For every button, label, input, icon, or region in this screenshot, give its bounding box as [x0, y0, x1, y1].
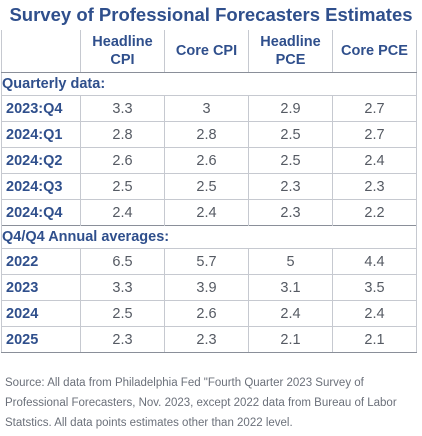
- table-cell: 2.5: [248, 121, 333, 148]
- row-label: 2025: [1, 326, 81, 353]
- table-cell: 3.5: [332, 274, 417, 301]
- row-label: 2023:Q4: [1, 95, 81, 122]
- column-header-line2: CPI: [110, 52, 135, 68]
- table-cell: 2.3: [164, 326, 249, 353]
- table-cell: 2.3: [248, 173, 333, 200]
- table-cell: 3.3: [80, 274, 165, 301]
- row-label: 2024:Q1: [1, 121, 81, 148]
- table-cell: 3.1: [248, 274, 333, 301]
- table-row: 2024:Q1 2.8 2.8 2.5 2.7: [1, 121, 417, 148]
- row-label: 2023: [1, 274, 81, 301]
- row-label: 2024:Q3: [1, 173, 81, 200]
- table-cell: 2.5: [80, 300, 165, 327]
- column-header-headline-pce: Headline PCE: [248, 30, 333, 73]
- table-cell: 2.9: [248, 95, 333, 122]
- column-header-core-pce: Core PCE: [332, 30, 417, 73]
- row-label: 2022: [1, 248, 81, 275]
- table-cell: 2.2: [332, 199, 417, 226]
- table-cell: 5: [248, 248, 333, 275]
- section-header-quarterly: Quarterly data:: [1, 72, 417, 96]
- table-row: 2024 2.5 2.6 2.4 2.4: [1, 300, 417, 327]
- column-header-line2: Core PCE: [341, 43, 408, 59]
- table-cell: 2.8: [80, 121, 165, 148]
- table-cell: 2.4: [332, 147, 417, 174]
- table-cell: 2.6: [164, 300, 249, 327]
- table-row: 2023 3.3 3.9 3.1 3.5: [1, 274, 417, 301]
- column-header-line2: Core CPI: [175, 43, 238, 59]
- column-header-line2: PCE: [275, 52, 306, 68]
- table-cell: 2.8: [164, 121, 249, 148]
- column-header-headline-cpi: Headline CPI: [80, 30, 165, 73]
- table-row: 2025 2.3 2.3 2.1 2.1: [1, 326, 417, 353]
- section-label: Quarterly data:: [1, 72, 417, 96]
- table-cell: 2.1: [332, 326, 417, 353]
- column-header-core-cpi: Core CPI: [164, 30, 249, 73]
- table-cell: 2.5: [80, 173, 165, 200]
- forecast-table: Headline CPI Core CPI Headline PCE Core …: [1, 30, 417, 353]
- table-cell: 6.5: [80, 248, 165, 275]
- table-cell: 2.3: [248, 199, 333, 226]
- row-label: 2024:Q4: [1, 199, 81, 226]
- table-title: Survey of Professional Forecasters Estim…: [9, 4, 413, 25]
- row-label: 2024: [1, 300, 81, 327]
- table-row: 2024:Q2 2.6 2.6 2.5 2.4: [1, 147, 417, 174]
- table-cell: 2.7: [332, 95, 417, 122]
- table-cell: 3.9: [164, 274, 249, 301]
- column-header-line1: Headline: [92, 34, 153, 50]
- table-row: 2023:Q4 3.3 3 2.9 2.7: [1, 95, 417, 122]
- table-cell: 2.3: [332, 173, 417, 200]
- source-note: Source: All data from Philadelphia Fed "…: [5, 377, 397, 429]
- table-row: 2022 6.5 5.7 5 4.4: [1, 248, 417, 275]
- table-cell: 2.6: [164, 147, 249, 174]
- table-cell: 2.4: [80, 199, 165, 226]
- table-cell: 2.4: [248, 300, 333, 327]
- section-header-annual: Q4/Q4 Annual averages:: [1, 225, 417, 249]
- section-label: Q4/Q4 Annual averages:: [1, 225, 417, 249]
- table-cell: 3: [164, 95, 249, 122]
- table-cell: 3.3: [80, 95, 165, 122]
- table-cell: 2.5: [248, 147, 333, 174]
- row-label: 2024:Q2: [1, 147, 81, 174]
- table-cell: 2.7: [332, 121, 417, 148]
- table-cell: 2.5: [164, 173, 249, 200]
- table-cell: 2.4: [332, 300, 417, 327]
- table-cell: 2.1: [248, 326, 333, 353]
- table-cell: 5.7: [164, 248, 249, 275]
- table-row: 2024:Q3 2.5 2.5 2.3 2.3: [1, 173, 417, 200]
- table-cell: 2.4: [164, 199, 249, 226]
- table-cell: 4.4: [332, 248, 417, 275]
- header-corner: [1, 30, 81, 73]
- header-row: Headline CPI Core CPI Headline PCE Core …: [1, 30, 417, 73]
- table-cell: 2.3: [80, 326, 165, 353]
- column-header-line1: Headline: [260, 34, 321, 50]
- table-row: 2024:Q4 2.4 2.4 2.3 2.2: [1, 199, 417, 226]
- table-cell: 2.6: [80, 147, 165, 174]
